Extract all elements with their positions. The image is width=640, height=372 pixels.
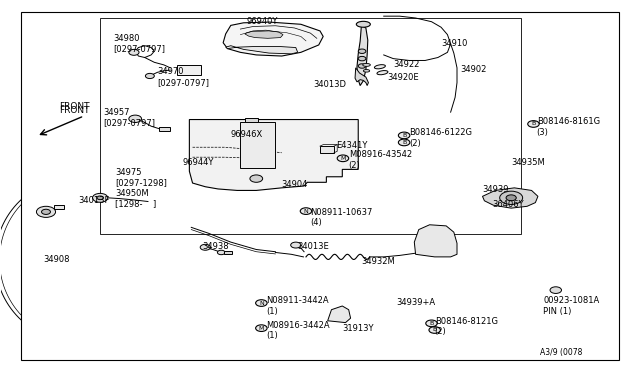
Polygon shape [328, 306, 351, 323]
Bar [159, 127, 170, 131]
Circle shape [145, 73, 154, 78]
Circle shape [550, 287, 561, 294]
Text: 34935M: 34935M [511, 157, 545, 167]
Text: 34013D: 34013D [314, 80, 347, 89]
Text: N08911-10637
(4): N08911-10637 (4) [310, 208, 373, 227]
Text: M: M [340, 156, 346, 161]
Text: 34970
[0297-0797]: 34970 [0297-0797] [157, 67, 209, 87]
Text: 34939+A: 34939+A [396, 298, 436, 307]
Text: 96944Y: 96944Y [183, 157, 214, 167]
Text: 34908: 34908 [43, 255, 69, 264]
Text: 34980
[0297-0797]: 34980 [0297-0797] [113, 34, 165, 54]
Circle shape [506, 195, 516, 201]
Circle shape [129, 115, 141, 122]
Circle shape [429, 327, 440, 333]
Bar [54, 205, 65, 209]
Circle shape [358, 49, 366, 54]
Text: FRONT: FRONT [60, 102, 90, 111]
Text: 34013F: 34013F [78, 196, 109, 205]
Circle shape [358, 57, 366, 61]
Polygon shape [483, 188, 538, 208]
Ellipse shape [377, 71, 388, 75]
Circle shape [398, 139, 410, 146]
Text: FRONT: FRONT [60, 106, 90, 115]
Bar [177, 65, 201, 75]
Bar [320, 146, 334, 153]
Ellipse shape [441, 153, 581, 263]
Circle shape [528, 121, 540, 127]
Text: M08916-43542
(2): M08916-43542 (2) [349, 150, 412, 170]
Text: 34920E: 34920E [387, 73, 419, 81]
Text: 34938: 34938 [202, 243, 228, 251]
Text: B08146-8121G
(2): B08146-8121G (2) [435, 317, 498, 336]
Polygon shape [189, 119, 358, 190]
Text: M08916-3442A
(1): M08916-3442A (1) [266, 321, 330, 340]
Bar [225, 251, 232, 254]
Text: 96940Y: 96940Y [246, 17, 278, 26]
Circle shape [93, 193, 108, 202]
Ellipse shape [363, 63, 371, 66]
Polygon shape [223, 22, 323, 56]
Text: 31913Y: 31913Y [342, 324, 374, 333]
Ellipse shape [356, 21, 371, 27]
Circle shape [291, 242, 301, 248]
Text: B: B [531, 122, 536, 126]
Polygon shape [357, 25, 368, 86]
Circle shape [358, 64, 366, 68]
Polygon shape [414, 225, 457, 257]
Ellipse shape [374, 65, 385, 69]
Circle shape [500, 191, 523, 205]
Circle shape [36, 206, 56, 217]
Circle shape [255, 300, 267, 307]
Text: 34939: 34939 [483, 185, 509, 194]
Circle shape [97, 196, 103, 200]
Text: B: B [433, 327, 437, 333]
Text: 34957
[0297-0797]: 34957 [0297-0797] [103, 108, 156, 127]
Circle shape [129, 49, 139, 55]
Text: 34932M: 34932M [362, 257, 395, 266]
Text: B08146-6122G
(2): B08146-6122G (2) [409, 128, 472, 148]
Bar [241, 122, 275, 168]
Text: 00923-1081A
PIN (1): 00923-1081A PIN (1) [543, 296, 599, 316]
Circle shape [200, 244, 211, 250]
Bar [246, 118, 258, 122]
Text: N: N [259, 301, 264, 305]
Text: 36406Y: 36406Y [492, 200, 524, 209]
Circle shape [218, 250, 225, 255]
Text: B: B [429, 321, 434, 326]
Text: N08911-3442A
(1): N08911-3442A (1) [266, 296, 328, 316]
Circle shape [255, 325, 267, 331]
Circle shape [337, 155, 349, 161]
Text: 34922: 34922 [394, 60, 420, 69]
Text: 34910: 34910 [441, 39, 467, 48]
Text: 34975
[0297-1298]
34950M
[1298-    ]: 34975 [0297-1298] 34950M [1298- ] [115, 168, 166, 208]
Text: 34013E: 34013E [298, 243, 330, 251]
Text: B08146-8161G
(3): B08146-8161G (3) [537, 117, 600, 137]
Text: 34904: 34904 [282, 180, 308, 189]
Circle shape [398, 132, 410, 139]
Polygon shape [355, 68, 369, 86]
Text: N: N [303, 209, 308, 214]
Text: E4341Y: E4341Y [336, 141, 367, 150]
Text: B: B [402, 140, 406, 145]
Polygon shape [226, 46, 298, 54]
Polygon shape [245, 30, 283, 38]
Text: M: M [259, 326, 264, 331]
Circle shape [42, 209, 51, 214]
Ellipse shape [364, 70, 370, 72]
Circle shape [426, 320, 437, 327]
Circle shape [300, 208, 312, 214]
Circle shape [250, 175, 262, 182]
Text: 96946X: 96946X [231, 130, 263, 139]
Text: A3/9 (0078: A3/9 (0078 [540, 349, 582, 357]
Bar [100, 18, 521, 234]
Text: B: B [402, 133, 406, 138]
Text: 34902: 34902 [460, 65, 486, 74]
